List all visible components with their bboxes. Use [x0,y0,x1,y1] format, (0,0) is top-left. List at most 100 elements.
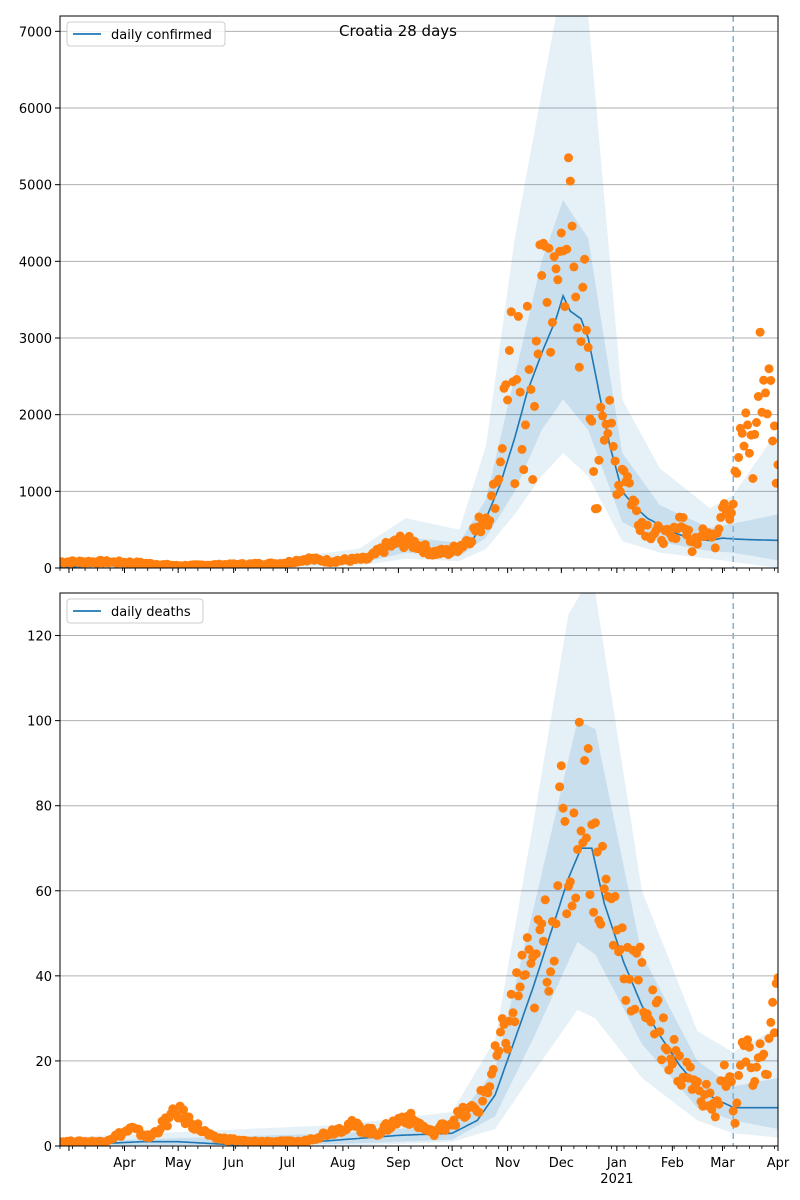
observed-point [592,847,602,857]
observed-point [608,940,618,950]
y-tick-label: 40 [35,970,52,985]
observed-point [513,311,523,321]
observed-point [730,1118,740,1128]
observed-point [585,890,595,900]
observed-point [560,302,570,312]
observed-point [598,411,607,421]
legend-box [66,21,226,47]
observed-point [773,973,778,983]
observed-point [551,919,561,929]
observed-point [506,989,516,999]
observed-point [761,388,770,398]
observed-point [667,1059,677,1069]
observed-point [485,1082,495,1092]
legend: daily deaths [66,598,204,624]
observed-point [642,520,652,530]
x-tick-label: Feb [661,1156,684,1171]
observed-point [524,945,534,954]
observed-point [555,782,565,792]
observed-point [592,504,602,513]
observed-point [685,1062,695,1072]
y-tick-label: 7000 [19,25,52,40]
observed-point [556,228,566,238]
observed-point [553,881,563,891]
figure-title: Croatia 28 days [339,22,457,40]
observed-point [540,895,550,905]
observed-point [522,933,532,943]
y-tick-label: 2000 [19,409,52,424]
observed-point [580,756,590,765]
observed-point [379,548,389,558]
x-tick-label: Apr [113,1156,136,1171]
y-tick-label: 1000 [19,485,52,500]
observed-point [732,1098,742,1108]
observed-point [632,506,641,516]
observed-point [719,1060,729,1070]
y-tick-label: 100 [27,715,52,730]
observed-point [547,317,557,327]
observed-point [567,901,577,911]
observed-point [657,1055,667,1065]
observed-point [648,985,658,995]
observed-point [497,444,507,453]
observed-point [594,455,604,465]
uncertainty-band [60,593,778,1146]
observed-point [734,453,744,462]
x-tick-label: May [165,1156,192,1171]
observed-point [762,1070,772,1080]
observed-point [519,465,529,475]
observed-point [769,1028,778,1038]
observed-point [615,945,625,954]
observed-point [571,292,581,302]
observed-point [750,429,760,439]
observed-point [759,375,769,385]
observed-point [658,1013,668,1023]
observed-point [526,384,536,394]
observed-point [193,1119,203,1129]
observed-point [521,970,530,980]
observed-point [687,547,697,557]
observed-point [549,956,559,966]
observed-point [732,468,742,478]
observed-point [533,349,543,359]
observed-point [513,991,523,1001]
x-tick-year-label: 2021 [600,1172,633,1187]
observed-point [179,1105,188,1115]
observed-point [728,1106,738,1116]
observed-point [451,1120,461,1130]
uncertainty-band [60,16,778,568]
observed-point [610,456,620,466]
observed-point [565,176,575,186]
observed-point [461,1111,471,1121]
observed-point [580,254,590,264]
observed-point [542,977,552,987]
observed-point [692,1077,702,1087]
observed-point [524,365,534,374]
observed-point [496,1027,505,1037]
observed-point [744,1042,754,1052]
observed-point [494,474,504,484]
observed-point [714,1099,724,1109]
confirmed-panel: 0 1000 2000 3000 4000 5000 6000 7000 daily confi… [19,15,779,577]
observed-point [601,874,611,884]
observed-point [752,1062,761,1072]
y-tick-label: 80 [35,800,52,815]
observed-point [669,1034,679,1044]
observed-point [771,478,778,488]
observed-point [768,997,778,1007]
observed-point [608,441,618,451]
observed-point [678,513,688,522]
observed-point [581,325,591,335]
observed-point [501,380,511,390]
observed-point [624,974,634,984]
observed-point [624,478,634,488]
observed-point [562,909,572,919]
observed-point [558,803,568,813]
observed-point [565,877,575,887]
y-tick-label: 5000 [19,179,52,194]
observed-point [743,420,753,430]
observed-point [531,336,541,346]
observed-point [512,968,522,978]
x-tick-label: Nov [495,1156,521,1171]
